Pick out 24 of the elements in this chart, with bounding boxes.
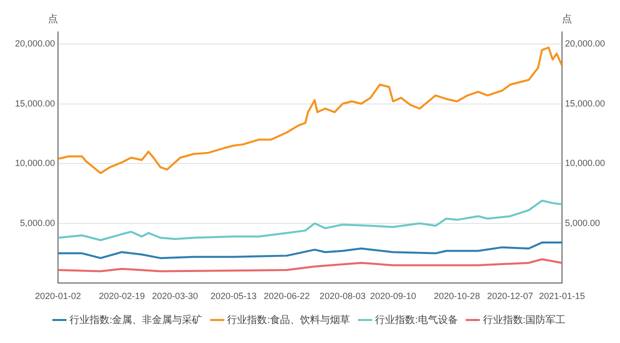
x-tick-label: 2021-01-15: [538, 291, 585, 302]
legend-label: 行业指数:国防军工: [482, 314, 566, 326]
y2-axis-title: 点: [562, 12, 572, 25]
x-tick-label: 2020-08-03: [320, 291, 366, 302]
y-axis-title: 点: [48, 12, 58, 25]
x-tick-label: 2020-05-13: [210, 291, 257, 302]
x-tick-label: 2020-12-07: [487, 291, 534, 302]
x-tick-label: 2020-06-22: [264, 291, 310, 302]
x-tick-label: 2020-01-02: [35, 291, 82, 302]
y2-tick-label: 20,000.00: [564, 38, 606, 48]
y-tick-label: 10,000.00: [14, 158, 56, 168]
y2-tick-label: 15,000.00: [564, 98, 606, 108]
x-tick-label: 2020-02-19: [98, 291, 145, 302]
legend-label: 行业指数:电气设备: [375, 314, 458, 326]
y2-tick-label: 10,000.00: [564, 158, 606, 168]
legend-label: 行业指数:食品、饮料与烟草: [227, 314, 350, 326]
y-tick-label: 5,000.00: [20, 218, 56, 228]
y-tick-label: 15,000.00: [14, 98, 56, 108]
x-tick-label: 2020-09-10: [370, 291, 416, 302]
x-tick-label: 2020-10-28: [434, 291, 480, 302]
x-tick-label: 2020-03-30: [152, 291, 198, 302]
legend-label: 行业指数:金属、非金属与采矿: [69, 314, 202, 326]
y-tick-label: 20,000.00: [14, 38, 56, 48]
y2-tick-label: 5,000.00: [564, 218, 600, 228]
